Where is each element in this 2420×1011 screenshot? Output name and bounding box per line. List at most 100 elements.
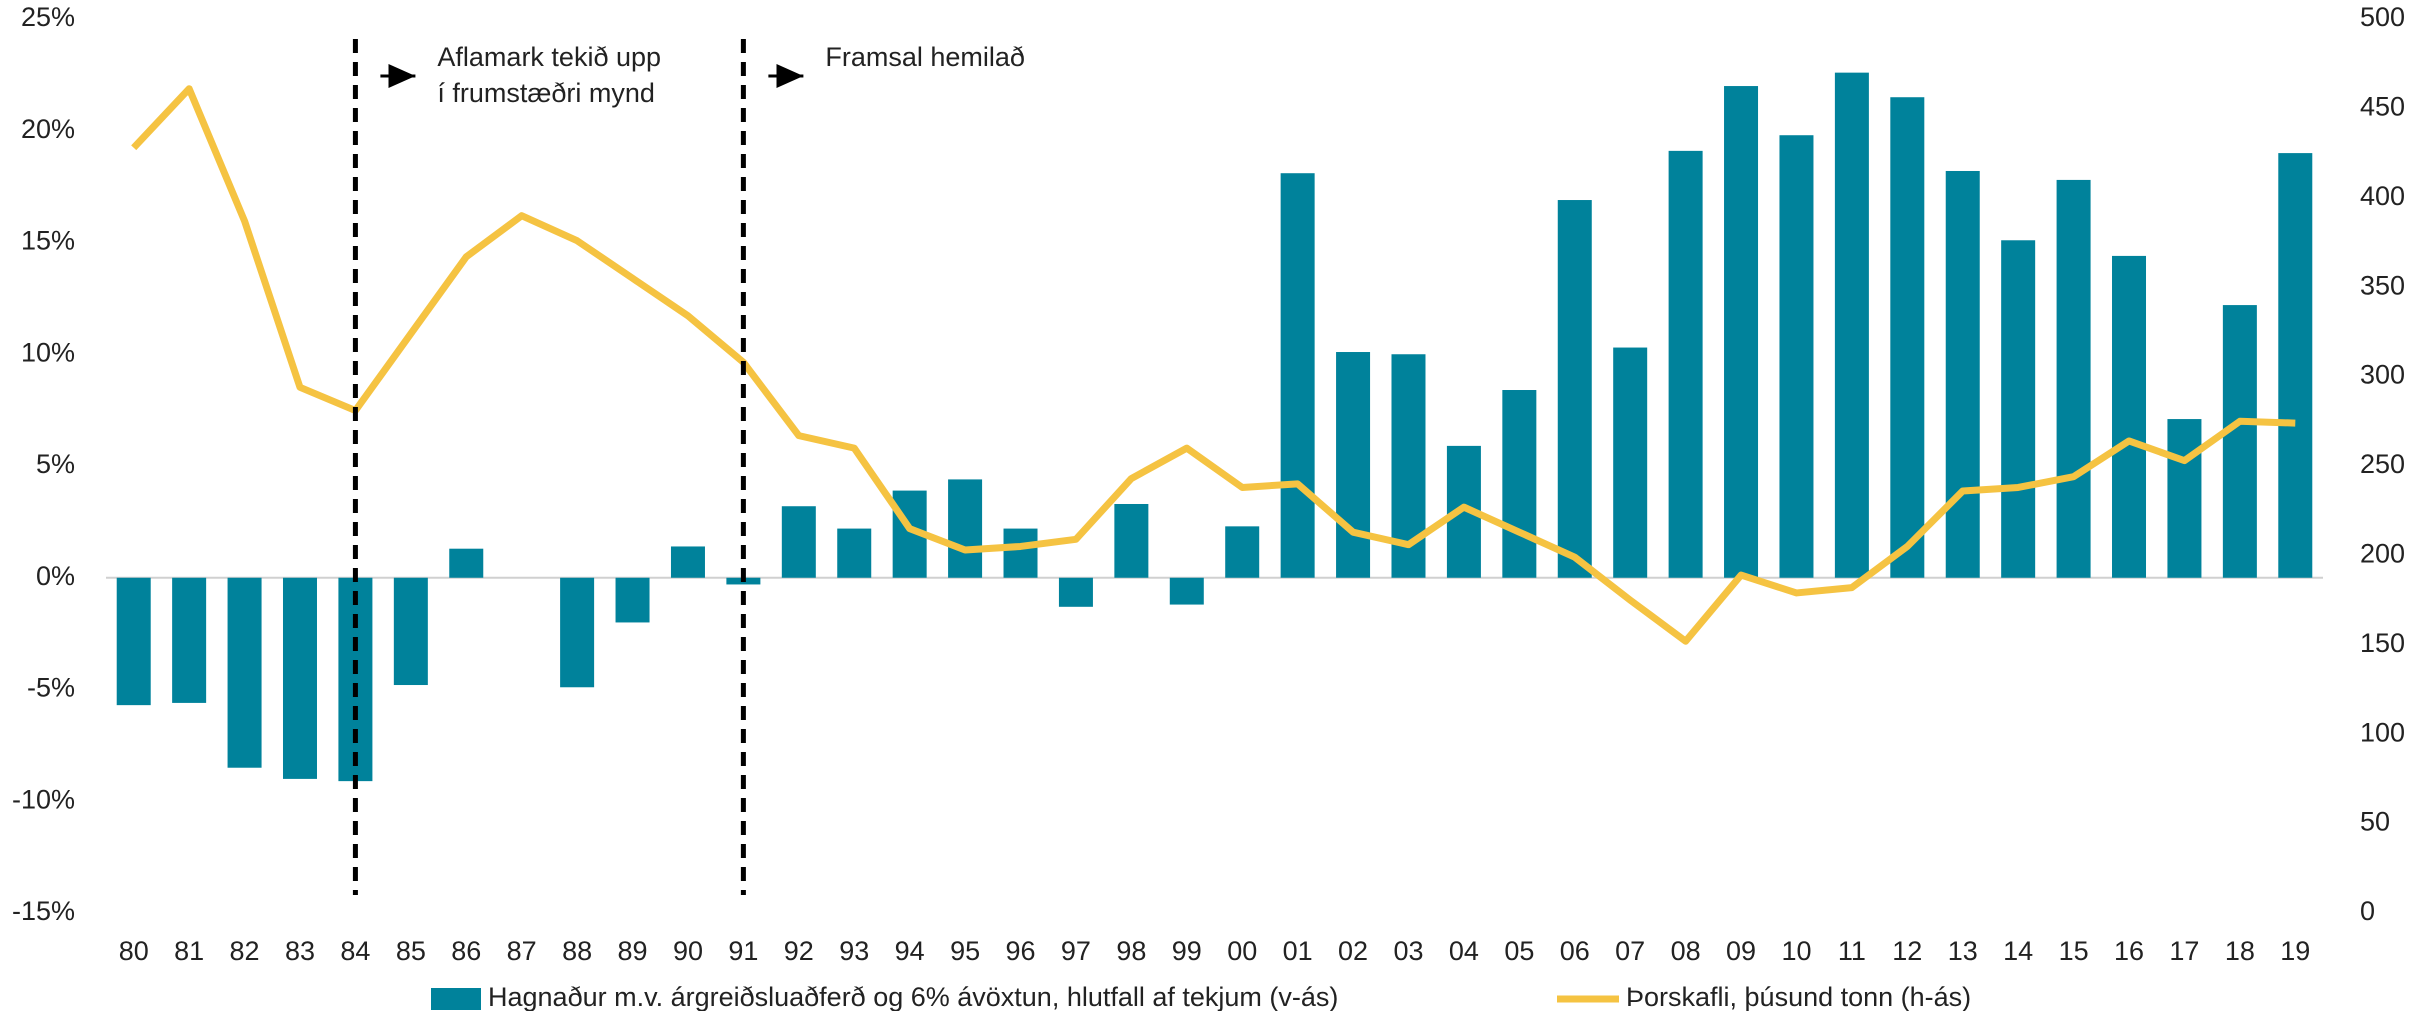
bar — [1779, 135, 1814, 578]
bar — [781, 506, 816, 578]
x-tick-label: 99 — [1172, 936, 1202, 966]
y2-tick-label: 250 — [2360, 449, 2405, 479]
y-tick-label: -15% — [12, 896, 75, 926]
x-tick-label: 98 — [1116, 936, 1146, 966]
x-tick-label: 05 — [1504, 936, 1534, 966]
y2-tick-label: 500 — [2360, 2, 2405, 32]
y-tick-label: 25% — [21, 2, 75, 32]
y-tick-label: 10% — [21, 337, 75, 367]
y2-tick-label: 200 — [2360, 539, 2405, 569]
x-tick-label: 90 — [673, 936, 703, 966]
x-tick-label: 13 — [1948, 936, 1978, 966]
bar — [837, 528, 872, 578]
x-tick-label: 93 — [839, 936, 869, 966]
bar — [1890, 97, 1925, 578]
bar — [1336, 352, 1371, 578]
bar — [1613, 347, 1648, 578]
bar — [1225, 526, 1260, 578]
x-tick-label: 17 — [2169, 936, 2199, 966]
x-tick-label: 94 — [895, 936, 925, 966]
bar — [670, 546, 705, 578]
bar — [172, 577, 207, 703]
x-tick-label: 84 — [340, 936, 370, 966]
bar — [1502, 390, 1537, 578]
bar — [2167, 419, 2202, 578]
legend-label: Hagnaður m.v. árgreiðsluaðferð og 6% ávö… — [488, 982, 1338, 1011]
annotation-text: Aflamark tekið upp — [437, 42, 661, 72]
y2-tick-label: 50 — [2360, 807, 2390, 837]
bar — [116, 577, 151, 706]
bar — [2112, 255, 2147, 578]
x-tick-label: 95 — [950, 936, 980, 966]
y2-tick-label: 350 — [2360, 270, 2405, 300]
bar — [393, 577, 428, 686]
bar — [560, 577, 595, 688]
x-tick-label: 83 — [285, 936, 315, 966]
y2-tick-label: 300 — [2360, 360, 2405, 390]
line — [131, 85, 2296, 645]
bar — [1834, 72, 1869, 578]
x-tick-label: 97 — [1061, 936, 1091, 966]
x-tick-label: 02 — [1338, 936, 1368, 966]
x-tick-label: 86 — [451, 936, 481, 966]
y2-tick-label: 450 — [2360, 92, 2405, 122]
legend-swatch — [431, 988, 481, 1010]
x-tick-label: 07 — [1615, 936, 1645, 966]
y2-tick-label: 0 — [2360, 896, 2375, 926]
y-tick-label: -10% — [12, 784, 75, 814]
x-tick-label: 14 — [2003, 936, 2033, 966]
bar — [1114, 503, 1149, 578]
bar — [1724, 86, 1759, 578]
y-tick-label: -5% — [27, 673, 75, 703]
x-tick-label: 00 — [1227, 936, 1257, 966]
y2-tick-label: 400 — [2360, 181, 2405, 211]
bar — [948, 479, 983, 578]
x-tick-label: 11 — [1838, 936, 1866, 966]
x-tick-label: 12 — [1892, 936, 1922, 966]
bar — [1280, 173, 1315, 578]
bar — [1945, 170, 1980, 578]
x-tick-label: 16 — [2114, 936, 2144, 966]
x-tick-label: 08 — [1671, 936, 1701, 966]
bar — [2222, 305, 2257, 578]
x-tick-label: 87 — [507, 936, 537, 966]
x-tick-label: 04 — [1449, 936, 1479, 966]
bar — [282, 577, 317, 779]
x-tick-label: 85 — [396, 936, 426, 966]
bar — [2001, 240, 2036, 578]
legend-label: Þorskafli, þúsund tonn (h-ás) — [1626, 982, 1971, 1011]
annotation-text: í frumstæðri mynd — [437, 78, 655, 108]
y2-tick-label: 150 — [2360, 628, 2405, 658]
bar — [338, 577, 373, 782]
bar — [1058, 577, 1093, 607]
x-tick-label: 92 — [784, 936, 814, 966]
x-tick-label: 88 — [562, 936, 592, 966]
bar — [1169, 577, 1204, 605]
bar — [449, 548, 484, 578]
x-tick-label: 96 — [1005, 936, 1035, 966]
bar — [2278, 153, 2313, 578]
x-tick-label: 15 — [2059, 936, 2089, 966]
x-tick-label: 80 — [119, 936, 149, 966]
x-tick-label: 03 — [1393, 936, 1423, 966]
bar — [1003, 528, 1038, 578]
x-tick-label: 10 — [1781, 936, 1811, 966]
x-tick-label: 06 — [1560, 936, 1590, 966]
x-tick-label: 81 — [174, 936, 204, 966]
y2-tick-label: 100 — [2360, 717, 2405, 747]
x-tick-label: 91 — [728, 936, 758, 966]
x-tick-label: 09 — [1726, 936, 1756, 966]
y-tick-label: 0% — [36, 561, 75, 591]
x-tick-label: 01 — [1283, 936, 1313, 966]
bar — [1668, 150, 1703, 578]
bar — [615, 577, 650, 623]
bar — [2056, 179, 2091, 578]
bar — [1557, 200, 1592, 578]
y-tick-label: 5% — [36, 449, 75, 479]
y-tick-label: 20% — [21, 114, 75, 144]
x-tick-label: 18 — [2225, 936, 2255, 966]
x-tick-label: 82 — [230, 936, 260, 966]
bar — [227, 577, 262, 768]
y-tick-label: 15% — [21, 226, 75, 256]
